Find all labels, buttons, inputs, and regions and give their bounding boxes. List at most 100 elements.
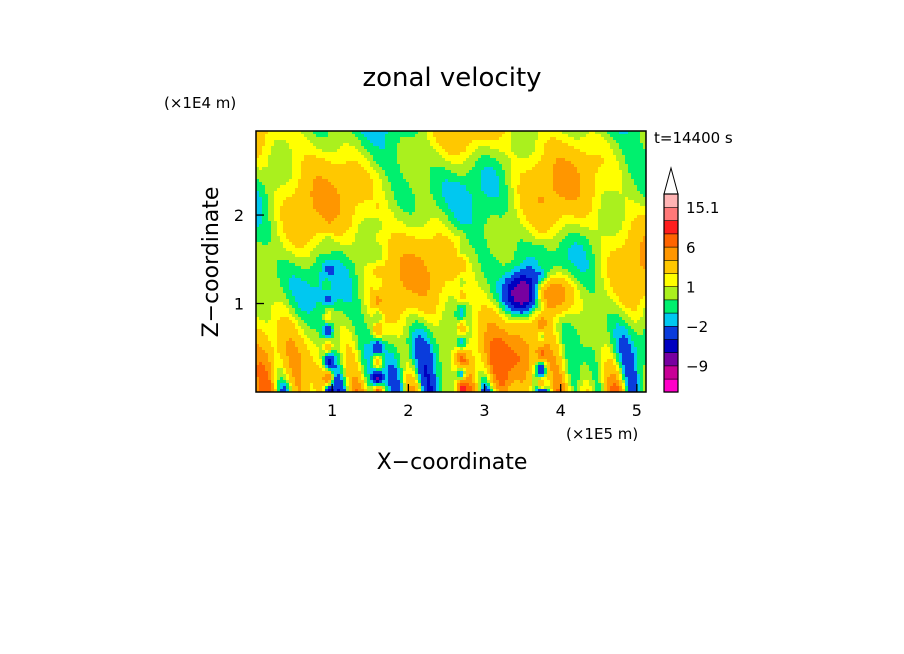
field-cell xyxy=(475,239,479,243)
field-cell xyxy=(541,218,545,222)
field-cell xyxy=(463,176,467,180)
field-cell xyxy=(562,200,566,204)
field-cell xyxy=(391,242,395,246)
field-cell xyxy=(355,194,359,198)
field-cell xyxy=(427,209,431,213)
field-cell xyxy=(508,227,512,231)
field-cell xyxy=(292,143,296,147)
field-cell xyxy=(277,185,281,189)
field-cell xyxy=(523,236,527,240)
field-cell xyxy=(595,155,599,159)
field-cell xyxy=(349,194,353,198)
field-cell xyxy=(469,167,473,171)
field-cell xyxy=(517,224,521,228)
field-cell xyxy=(430,140,434,144)
field-cell xyxy=(268,236,272,240)
field-cell xyxy=(349,149,353,153)
field-cell xyxy=(361,185,365,189)
field-cell xyxy=(304,179,308,183)
field-cell xyxy=(496,200,500,204)
field-cell xyxy=(430,218,434,222)
field-cell xyxy=(613,203,617,207)
field-cell xyxy=(457,164,461,168)
field-cell xyxy=(421,224,425,228)
field-cell xyxy=(481,176,485,180)
field-cell xyxy=(610,215,614,219)
field-cell xyxy=(520,206,524,210)
field-cell xyxy=(310,149,314,153)
field-cell xyxy=(613,233,617,237)
field-cell xyxy=(535,155,539,159)
field-cell xyxy=(580,182,584,186)
field-cell xyxy=(490,155,494,159)
field-cell xyxy=(448,137,452,141)
field-cell xyxy=(295,146,299,150)
field-cell xyxy=(589,236,593,240)
field-cell xyxy=(574,227,578,231)
field-cell xyxy=(526,179,530,183)
field-cell xyxy=(304,212,308,216)
field-cell xyxy=(547,191,551,195)
field-cell xyxy=(514,191,518,195)
field-cell xyxy=(475,212,479,216)
field-cell xyxy=(430,191,434,195)
field-cell xyxy=(502,134,506,138)
field-cell xyxy=(556,239,560,243)
field-cell xyxy=(481,182,485,186)
field-cell xyxy=(619,236,623,240)
field-cell xyxy=(280,215,284,219)
field-cell xyxy=(259,167,263,171)
field-cell xyxy=(628,224,632,228)
field-cell xyxy=(319,167,323,171)
field-cell xyxy=(592,224,596,228)
field-cell xyxy=(295,158,299,162)
field-cell xyxy=(427,191,431,195)
field-cell xyxy=(448,197,452,201)
field-cell xyxy=(262,215,266,219)
field-cell xyxy=(562,218,566,222)
field-cell xyxy=(622,173,626,177)
field-cell xyxy=(415,161,419,165)
field-cell xyxy=(325,155,329,159)
field-cell xyxy=(553,239,557,243)
field-cell xyxy=(316,197,320,201)
field-cell xyxy=(508,176,512,180)
field-cell xyxy=(445,131,449,135)
field-cell xyxy=(436,197,440,201)
field-cell xyxy=(505,230,509,234)
field-cell xyxy=(403,185,407,189)
field-cell xyxy=(475,215,479,219)
field-cell xyxy=(496,179,500,183)
field-cell xyxy=(337,146,341,150)
field-cell xyxy=(292,227,296,231)
field-cell xyxy=(568,170,572,174)
field-cell xyxy=(622,179,626,183)
field-cell xyxy=(559,158,563,162)
field-cell xyxy=(640,182,644,186)
field-cell xyxy=(403,179,407,183)
field-cell xyxy=(628,155,632,159)
field-cell xyxy=(481,218,485,222)
field-cell xyxy=(610,224,614,228)
field-cell xyxy=(319,188,323,192)
field-cell xyxy=(394,212,398,216)
field-cell xyxy=(523,212,527,216)
field-cell xyxy=(352,185,356,189)
field-cell xyxy=(256,164,260,168)
field-cell xyxy=(436,236,440,240)
field-cell xyxy=(550,215,554,219)
field-cell xyxy=(409,134,413,138)
field-cell xyxy=(589,206,593,210)
field-cell xyxy=(406,176,410,180)
field-cell xyxy=(469,224,473,228)
field-cell xyxy=(358,185,362,189)
field-cell xyxy=(580,203,584,207)
field-cell xyxy=(274,218,278,222)
field-cell xyxy=(286,149,290,153)
field-cell xyxy=(388,176,392,180)
field-cell xyxy=(436,149,440,153)
field-cell xyxy=(571,191,575,195)
field-cell xyxy=(361,137,365,141)
field-cell xyxy=(469,140,473,144)
field-cell xyxy=(631,188,635,192)
